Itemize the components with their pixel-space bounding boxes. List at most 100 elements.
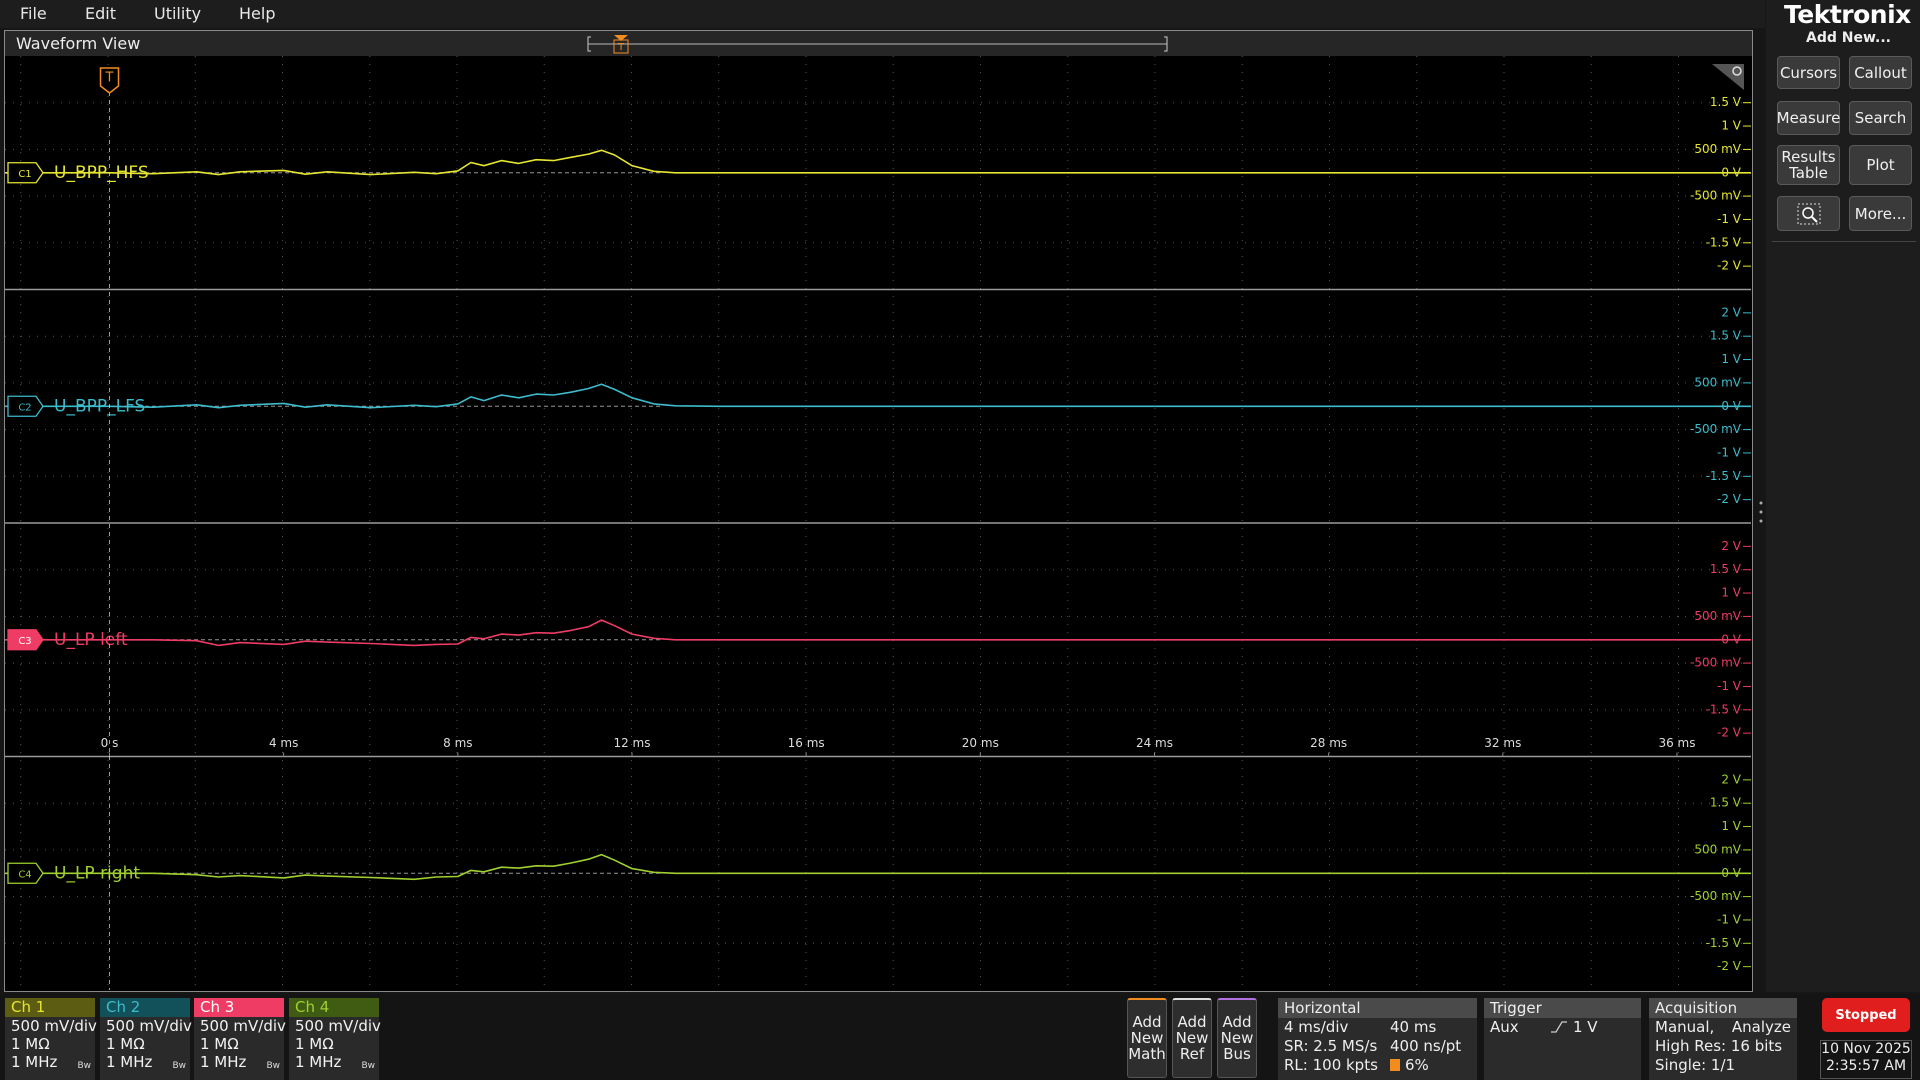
measure-button[interactable]: Measure <box>1777 101 1840 135</box>
callout-button[interactable]: Callout <box>1849 56 1912 89</box>
channel-marker <box>7 162 44 184</box>
channel-marker <box>7 862 44 884</box>
channel-marker-label: C4 <box>18 869 31 880</box>
trigger-level: 1 V <box>1573 1018 1598 1036</box>
channel-scale: 500 mV/div <box>106 1017 192 1035</box>
y-tick-label: 500 mV <box>1694 142 1741 156</box>
trigger-panel[interactable]: Trigger Aux 1 V <box>1484 998 1641 1080</box>
y-tick-label: -1 V <box>1717 912 1742 926</box>
handle-dot <box>1759 519 1763 523</box>
channel-bandwidth-row: 1 MHz Bw <box>194 1053 284 1071</box>
trigger-marker <box>99 67 120 94</box>
channel-marker <box>7 629 44 651</box>
add-label: Ref <box>1179 1045 1205 1063</box>
y-tick-label: -1 V <box>1717 212 1742 226</box>
panel-row: Aux 1 V <box>1484 1018 1641 1037</box>
x-tick-label: 20 ms <box>962 736 999 750</box>
channel-name: Ch 3 <box>194 998 284 1017</box>
x-tick-label: 32 ms <box>1484 736 1521 750</box>
y-tick-label: 500 mV <box>1694 609 1741 623</box>
record-overview[interactable]: T <box>587 35 1168 54</box>
x-tick-label: 24 ms <box>1136 736 1173 750</box>
zoom-glyph <box>1797 203 1820 224</box>
zoom-button[interactable] <box>1777 196 1840 231</box>
channel-scale: 500 mV/div <box>11 1017 97 1035</box>
waveform-view <box>4 30 1753 992</box>
x-tick-label: 16 ms <box>788 736 825 750</box>
legend-label: U_BPP_HFS <box>54 163 149 183</box>
menu-item[interactable]: Utility <box>154 4 202 23</box>
divider-handle[interactable] <box>1759 501 1763 523</box>
results-table-button[interactable]: Results Table <box>1777 145 1840 185</box>
plot-button[interactable]: Plot <box>1849 145 1912 185</box>
edge-icon <box>1551 1021 1567 1033</box>
add-math-button[interactable]: Add New Math <box>1127 998 1167 1078</box>
y-tick-label: -1 V <box>1717 445 1742 459</box>
channel-scale: 500 mV/div <box>295 1017 381 1035</box>
add-label: New <box>1130 1029 1164 1047</box>
channel-name: Ch 4 <box>289 998 379 1017</box>
y-tick-label: -1.5 V <box>1706 702 1742 716</box>
y-tick-label: -2 V <box>1717 726 1742 740</box>
waveform <box>5 619 1751 647</box>
acq-mode: Manual, <box>1655 1018 1715 1036</box>
h-scale: 4 ms/div <box>1284 1018 1349 1036</box>
search-button[interactable]: Search <box>1849 101 1912 135</box>
y-tick-label: 500 mV <box>1694 842 1741 856</box>
channel-marker-label: C3 <box>18 636 31 647</box>
zoom-corner[interactable] <box>1712 64 1744 90</box>
y-tick-label: 1.5 V <box>1710 95 1742 109</box>
zoom-glyph-handle <box>1810 215 1818 223</box>
channel-badge[interactable]: Ch 1 500 mV/div 1 MΩ 1 MHz Bw <box>5 998 97 1080</box>
menu-item[interactable]: Edit <box>85 4 116 23</box>
handle-dot <box>1759 501 1763 505</box>
y-tick-label: 500 mV <box>1694 375 1741 389</box>
menu-item[interactable]: Help <box>239 4 276 23</box>
legend-label: U_BPP_LFS <box>54 396 145 416</box>
y-tick-label: -500 mV <box>1690 889 1742 903</box>
panel-title: Trigger <box>1484 998 1641 1018</box>
panel-row: High Res: 16 bits <box>1655 1037 1783 1055</box>
channel-bandwidth: 1 MHz <box>200 1053 247 1071</box>
channel-bandwidth-row: 1 MHz Bw <box>289 1053 379 1071</box>
channel-bandwidth: 1 MHz <box>295 1053 342 1071</box>
channel-badge[interactable]: Ch 2 500 mV/div 1 MΩ 1 MHz Bw <box>100 998 192 1080</box>
add-label: Bus <box>1223 1045 1251 1063</box>
bw-mark: Bw <box>172 1061 186 1071</box>
y-tick-label: -500 mV <box>1690 189 1742 203</box>
more-button[interactable]: More... <box>1849 196 1912 231</box>
panel-row: 4 ms/div 40 ms <box>1278 1018 1477 1037</box>
sidebar-title: Add New... <box>1806 30 1891 46</box>
y-tick-label: 1 V <box>1721 586 1741 600</box>
y-tick-label: 1 V <box>1721 352 1741 366</box>
channel-scale: 500 mV/div <box>200 1017 286 1035</box>
y-tick-label: 1 V <box>1721 819 1741 833</box>
channel-marker-label: C2 <box>18 402 31 413</box>
brand-logo: Tektronix <box>1784 0 1911 29</box>
y-tick-label: -500 mV <box>1690 656 1742 670</box>
y-tick-label: 2 V <box>1721 772 1741 786</box>
time: 2:35:57 AM <box>1825 1058 1907 1074</box>
run-stop-button[interactable]: Stopped <box>1822 998 1910 1032</box>
menu-item[interactable]: File <box>20 4 47 23</box>
channel-badge[interactable]: Ch 3 500 mV/div 1 MΩ 1 MHz Bw <box>194 998 286 1080</box>
menu-bar: File Edit Utility Help <box>0 0 1765 28</box>
y-tick-label: 1.5 V <box>1710 562 1742 576</box>
bw-mark: Bw <box>77 1061 91 1071</box>
panel-row: Single: 1/1 <box>1655 1056 1736 1074</box>
h-resolution: 400 ns/pt <box>1390 1037 1462 1055</box>
trigger-marker-label: T <box>105 71 114 86</box>
cursors-button[interactable]: Cursors <box>1777 56 1840 89</box>
h-sample-rate: SR: 2.5 MS/s <box>1284 1037 1378 1055</box>
view-title: Waveform View <box>16 34 141 53</box>
add-bus-button[interactable]: Add New Bus <box>1217 998 1257 1078</box>
acquisition-panel[interactable]: Acquisition Manual, Analyze High Res: 16 … <box>1649 998 1797 1080</box>
add-ref-button[interactable]: Add New Ref <box>1172 998 1212 1078</box>
channel-badge[interactable]: Ch 4 500 mV/div 1 MΩ 1 MHz Bw <box>289 998 381 1080</box>
y-tick-label: -2 V <box>1717 492 1742 506</box>
channel-impedance: 1 MΩ <box>106 1035 145 1053</box>
channel-marker-label: C1 <box>18 169 31 180</box>
horizontal-panel[interactable]: Horizontal 4 ms/div 40 ms SR: 2.5 MS/s 400… <box>1278 998 1477 1080</box>
channel-bandwidth-row: 1 MHz Bw <box>5 1053 95 1071</box>
